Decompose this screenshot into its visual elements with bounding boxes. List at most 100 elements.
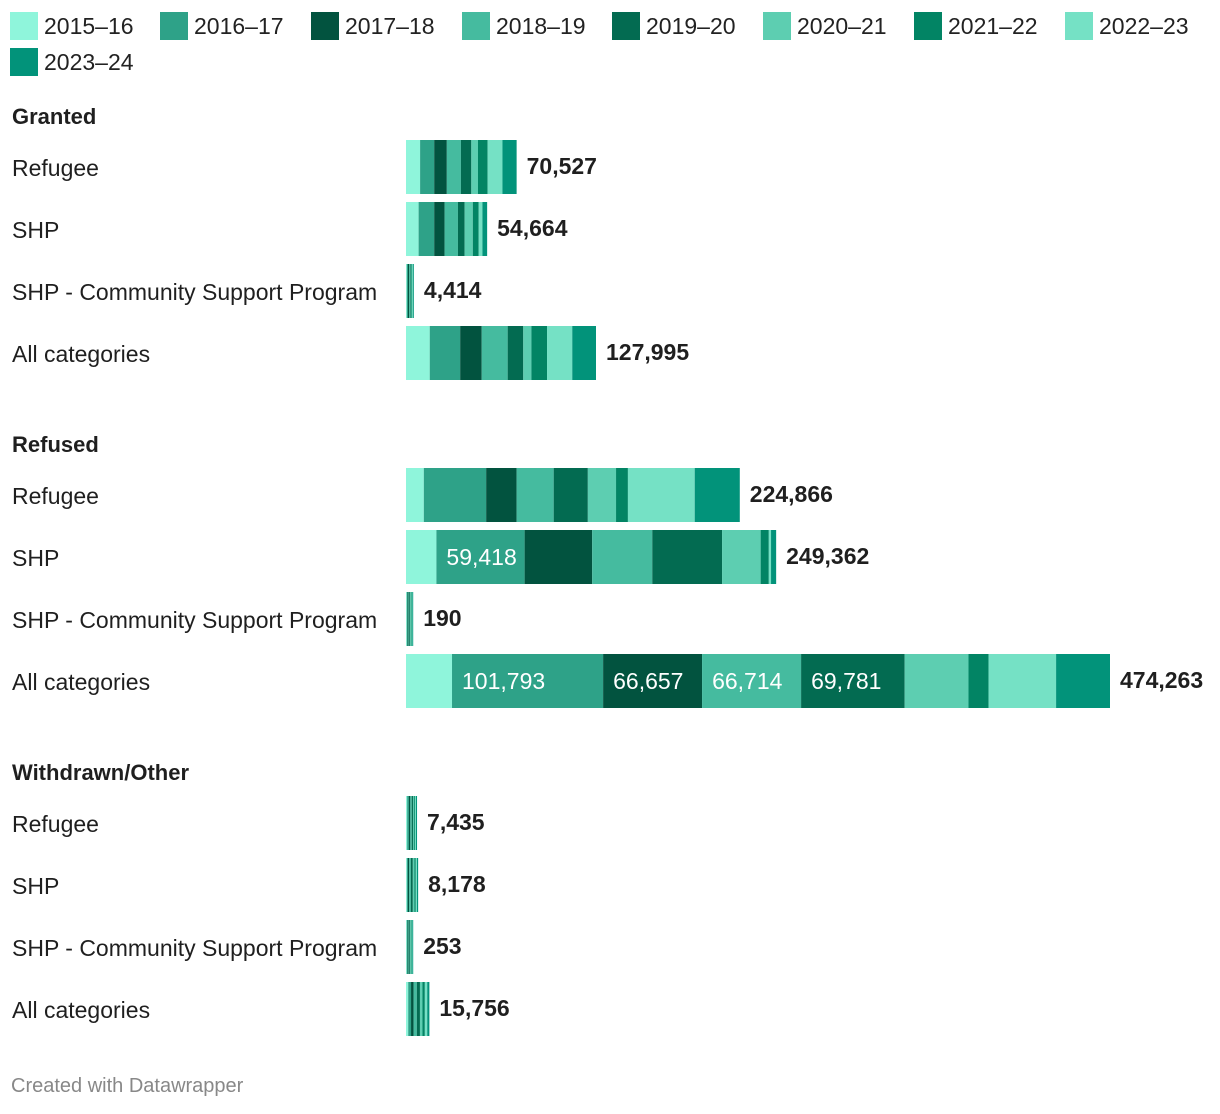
- bar-segment: [418, 202, 435, 256]
- bar-segment: [415, 858, 417, 912]
- total-label: 253: [423, 933, 461, 959]
- bar-segment: [406, 920, 407, 974]
- bar-segment: [603, 654, 703, 708]
- bar-segment: [407, 592, 409, 646]
- bar-segment: [471, 140, 478, 194]
- bar-segment: [412, 858, 415, 912]
- bar-segment: [968, 654, 989, 708]
- bar-segment: [460, 140, 472, 194]
- bar-segment: [904, 654, 969, 708]
- bar-segment: [481, 326, 508, 380]
- bar-segment: [652, 530, 723, 584]
- bar-segment: [406, 468, 424, 522]
- bar-segment: [477, 140, 488, 194]
- bar-segment: [408, 920, 410, 974]
- bar-segment: [411, 982, 414, 1036]
- segment-label: 66,657: [613, 668, 683, 694]
- bar-segment: [413, 982, 417, 1036]
- bar-segment: [412, 592, 414, 646]
- bar-segment: [409, 264, 411, 318]
- bar-segment: [801, 654, 905, 708]
- bar-segment: [424, 982, 428, 1036]
- bar-segment: [627, 468, 695, 522]
- bar-segment: [694, 468, 740, 522]
- legend-label: 2015–16: [44, 12, 134, 39]
- bar-segment: [406, 592, 407, 646]
- bar-segment: [587, 468, 617, 522]
- bar-segment: [412, 796, 414, 850]
- bar-segment: [988, 654, 1057, 708]
- bar-segment: [408, 592, 410, 646]
- bar-segment: [523, 326, 532, 380]
- bar-segment: [415, 796, 418, 850]
- segment-label: 101,793: [462, 668, 545, 694]
- bar-segment: [411, 796, 413, 850]
- bar-segment: [722, 530, 761, 584]
- bar-segment: [478, 202, 483, 256]
- bar-segment: [410, 920, 411, 974]
- bar-segment: [410, 264, 412, 318]
- bar-segment: [409, 264, 410, 318]
- legend-label: 2020–21: [797, 12, 887, 39]
- total-label: 474,263: [1120, 667, 1203, 693]
- segment-label: 59,418: [446, 544, 516, 570]
- bar-segment: [460, 326, 482, 380]
- bar-segment: [771, 530, 777, 584]
- bar-segment: [406, 654, 453, 708]
- legend-label: 2016–17: [194, 12, 284, 39]
- bar-segment: [434, 202, 445, 256]
- bar-segment: [413, 796, 415, 850]
- bar-segment: [524, 530, 593, 584]
- row-label: SHP - Community Support Program: [12, 279, 377, 305]
- bar-segment: [407, 796, 409, 850]
- bar-segment: [406, 858, 407, 912]
- bar-segment: [531, 326, 548, 380]
- row-label: Refugee: [12, 483, 99, 509]
- bar-segment: [1056, 654, 1110, 708]
- bar-segment: [472, 202, 479, 256]
- legend-item: 2022–23: [1065, 10, 1189, 42]
- bar-segment: [423, 468, 487, 522]
- bar-segment: [452, 654, 604, 708]
- bar-segment: [406, 326, 430, 380]
- bar-segment: [420, 140, 435, 194]
- bar-segment: [411, 920, 413, 974]
- row-label: Refugee: [12, 155, 99, 181]
- bar-segment: [572, 326, 596, 380]
- bar-segment: [592, 530, 653, 584]
- bar-segment: [429, 326, 461, 380]
- row-label: Refugee: [12, 811, 99, 837]
- legend-swatch: [160, 12, 188, 40]
- bar-segment: [406, 140, 421, 194]
- total-label: 8,178: [428, 871, 486, 897]
- segment-label: 66,714: [712, 668, 783, 694]
- bar-segment: [419, 982, 423, 1036]
- bar-segment: [407, 264, 410, 318]
- legend-swatch: [10, 48, 38, 76]
- legend-item: 2020–21: [763, 10, 887, 42]
- total-label: 127,995: [606, 339, 689, 365]
- bar-segment: [436, 530, 525, 584]
- bar-segment: [444, 202, 458, 256]
- bar-segment: [547, 326, 573, 380]
- bar-segment: [408, 796, 411, 850]
- bar-segment: [412, 264, 414, 318]
- bar-segment: [406, 858, 408, 912]
- bar-segment: [406, 264, 407, 318]
- group-title: Withdrawn/Other: [12, 760, 189, 785]
- footer-credit: Created with Datawrapper: [11, 1075, 244, 1097]
- stacked-bar-chart: Granted Refugee 70,527 SHP 54,664 SHP - Commu…: [12, 104, 1203, 1036]
- legend-swatch: [612, 12, 640, 40]
- bar-segment: [407, 858, 410, 912]
- legend-item: 2017–18: [311, 10, 435, 42]
- bar-segment: [457, 202, 465, 256]
- legend-item: 2016–17: [160, 10, 284, 42]
- bar-segment: [422, 982, 425, 1036]
- bar-segment: [410, 920, 412, 974]
- bar-segment: [416, 858, 419, 912]
- bar-segment: [412, 920, 414, 974]
- bar-segment: [702, 654, 802, 708]
- bar-segment: [410, 592, 412, 646]
- bar-segment: [507, 326, 524, 380]
- legend-item: 2018–19: [462, 10, 586, 42]
